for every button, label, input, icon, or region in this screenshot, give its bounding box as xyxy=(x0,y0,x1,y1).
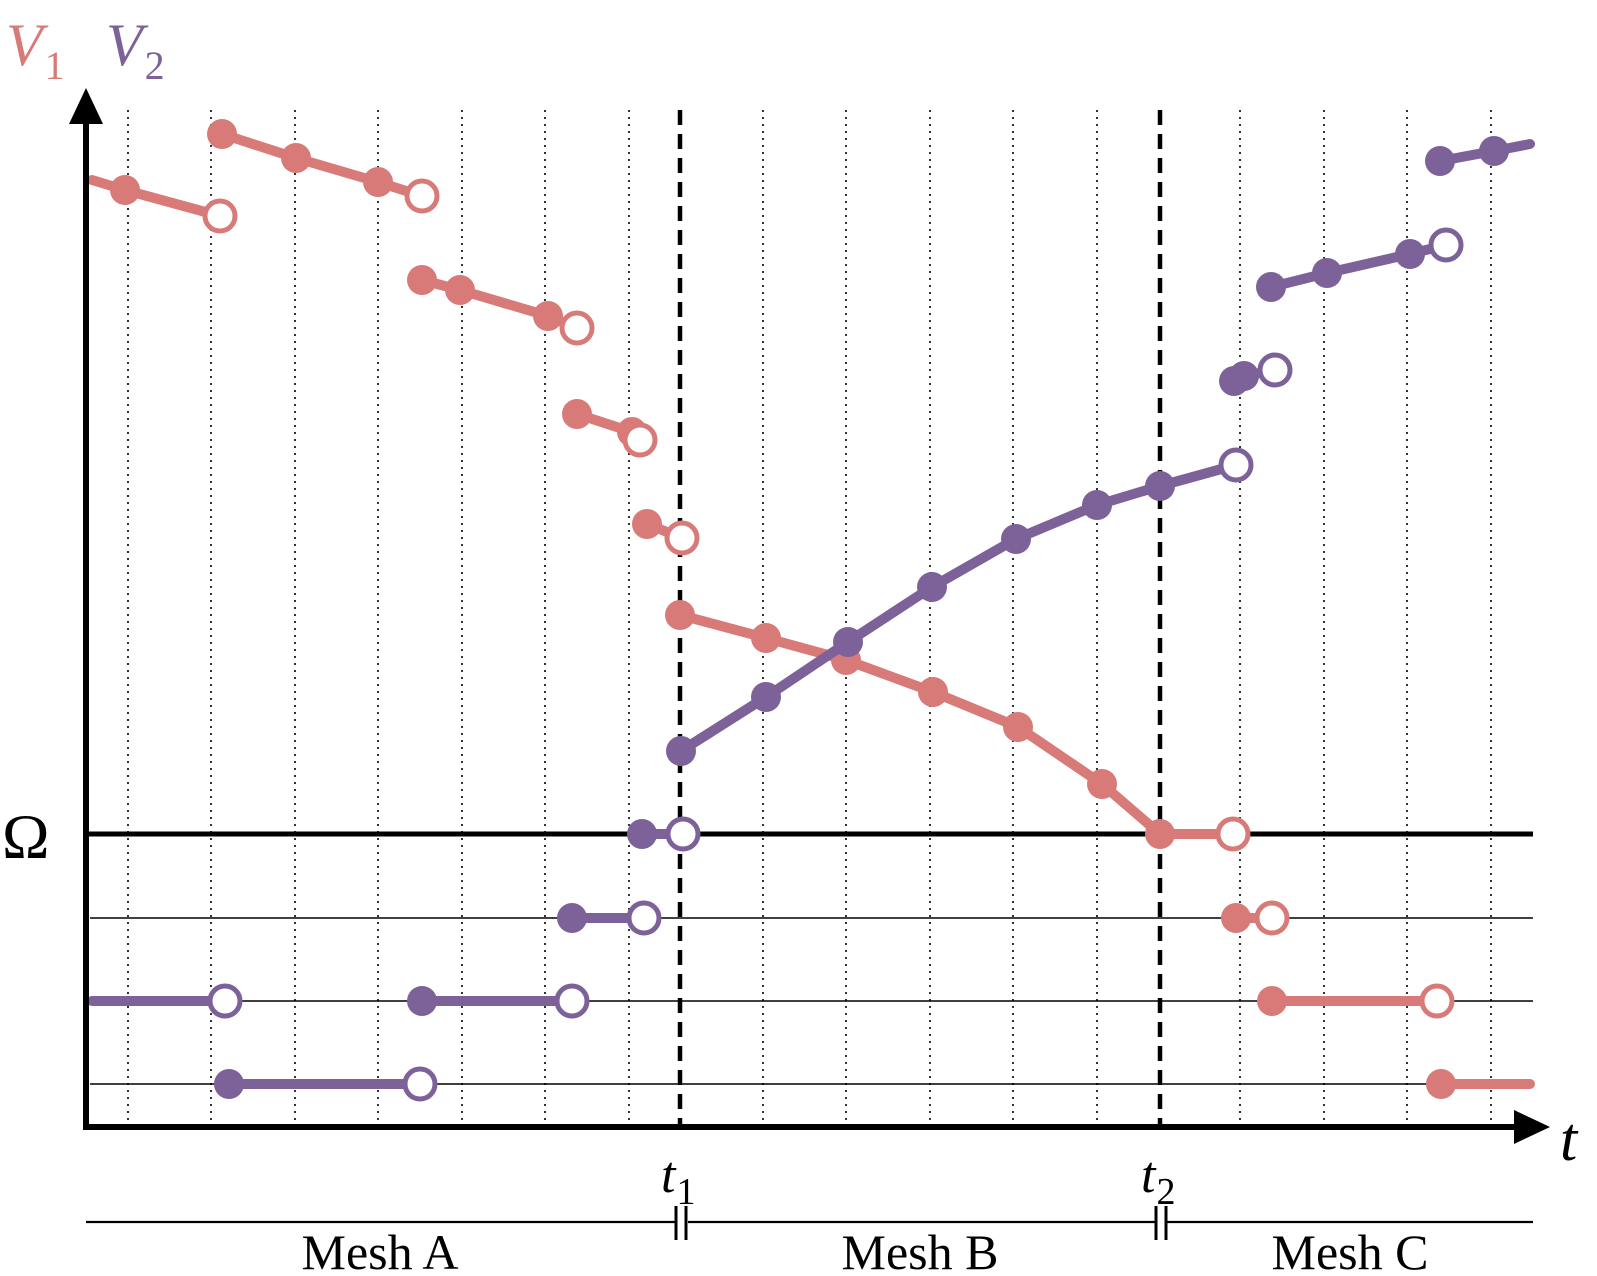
open-node xyxy=(205,201,235,231)
open-node xyxy=(1431,230,1461,260)
filled-node xyxy=(557,903,587,933)
v2-letter: V xyxy=(106,12,149,78)
v2-segment-10 xyxy=(92,986,240,1016)
filled-node xyxy=(917,572,947,602)
filled-node xyxy=(1001,524,1031,554)
filled-node xyxy=(1479,136,1509,166)
mesh-c-label: Mesh C xyxy=(1272,1224,1429,1276)
open-node xyxy=(668,819,698,849)
v2-segment-13 xyxy=(557,903,659,933)
filled-node xyxy=(1003,712,1033,742)
t2-letter: t xyxy=(1141,1147,1157,1204)
v1-subscript: 1 xyxy=(45,43,65,88)
filled-node xyxy=(562,399,592,429)
filled-node xyxy=(407,986,437,1016)
dotted-grid xyxy=(128,110,1491,1126)
filled-node xyxy=(1145,819,1175,849)
v1-segment-4 xyxy=(562,399,655,455)
open-node xyxy=(407,181,437,211)
axes xyxy=(69,88,1550,1144)
filled-node xyxy=(1257,986,1287,1016)
v2-segment-17 xyxy=(1256,230,1461,302)
filled-node xyxy=(1229,361,1259,391)
curve-segments xyxy=(92,119,1530,1099)
v1-segment-5 xyxy=(632,509,697,553)
filled-node xyxy=(214,1069,244,1099)
filled-node xyxy=(1082,490,1112,520)
v1-segment-9 xyxy=(1426,1069,1530,1099)
v2-segment-11 xyxy=(214,1069,435,1099)
x-axis-arrowhead xyxy=(1514,1110,1550,1144)
filled-node xyxy=(445,275,475,305)
filled-node xyxy=(1395,239,1425,269)
v1-label: V1 xyxy=(6,12,65,88)
filled-node xyxy=(665,600,695,630)
filled-node xyxy=(207,119,237,149)
t-axis-label: t xyxy=(1560,1106,1579,1174)
filled-node xyxy=(110,175,140,205)
mesh-b-label: Mesh B xyxy=(842,1224,999,1276)
v1-segment-1 xyxy=(92,175,235,231)
omega-label: Ω xyxy=(2,801,50,872)
v2-segment-15 xyxy=(666,450,1251,766)
mesh-a-label: Mesh A xyxy=(302,1224,459,1276)
v2-segment-16 xyxy=(1219,355,1290,396)
filled-node xyxy=(627,819,657,849)
filled-node xyxy=(1425,146,1455,176)
open-node xyxy=(562,313,592,343)
filled-node xyxy=(1312,258,1342,288)
open-node xyxy=(1218,819,1248,849)
filled-node xyxy=(1087,769,1117,799)
open-node xyxy=(1422,986,1452,1016)
filled-node xyxy=(281,143,311,173)
open-node xyxy=(625,425,655,455)
open-node xyxy=(210,986,240,1016)
filled-node xyxy=(833,627,863,657)
v1-segment-3 xyxy=(407,265,592,343)
filled-node xyxy=(407,265,437,295)
v2-segment-12 xyxy=(407,986,587,1016)
open-node xyxy=(1257,903,1287,933)
filled-node xyxy=(751,682,781,712)
filled-node xyxy=(1426,1069,1456,1099)
t1-letter: t xyxy=(661,1147,677,1204)
open-node xyxy=(1221,450,1251,480)
open-node xyxy=(667,523,697,553)
v2-segment-18 xyxy=(1425,136,1530,176)
open-node xyxy=(405,1069,435,1099)
v1-segment-2 xyxy=(207,119,437,211)
filled-node xyxy=(666,736,696,766)
filled-node xyxy=(1221,903,1251,933)
y-axis-arrowhead xyxy=(69,88,103,124)
v2-label: V2 xyxy=(106,12,165,88)
v2-subscript: 2 xyxy=(145,43,165,88)
open-node xyxy=(629,903,659,933)
open-node xyxy=(1260,355,1290,385)
v1-segment-8 xyxy=(1257,986,1452,1016)
open-node xyxy=(557,986,587,1016)
t1-label: t1 xyxy=(661,1147,695,1213)
filled-node xyxy=(751,623,781,653)
t2-label: t2 xyxy=(1141,1147,1175,1213)
filled-node xyxy=(632,509,662,539)
v2-segment-14 xyxy=(627,819,698,849)
v1-letter: V xyxy=(6,12,49,78)
v1-segment-7 xyxy=(1221,903,1287,933)
filled-node xyxy=(1256,272,1286,302)
filled-node xyxy=(363,167,393,197)
filled-node xyxy=(1145,471,1175,501)
filled-node xyxy=(918,677,948,707)
filled-node xyxy=(533,301,563,331)
